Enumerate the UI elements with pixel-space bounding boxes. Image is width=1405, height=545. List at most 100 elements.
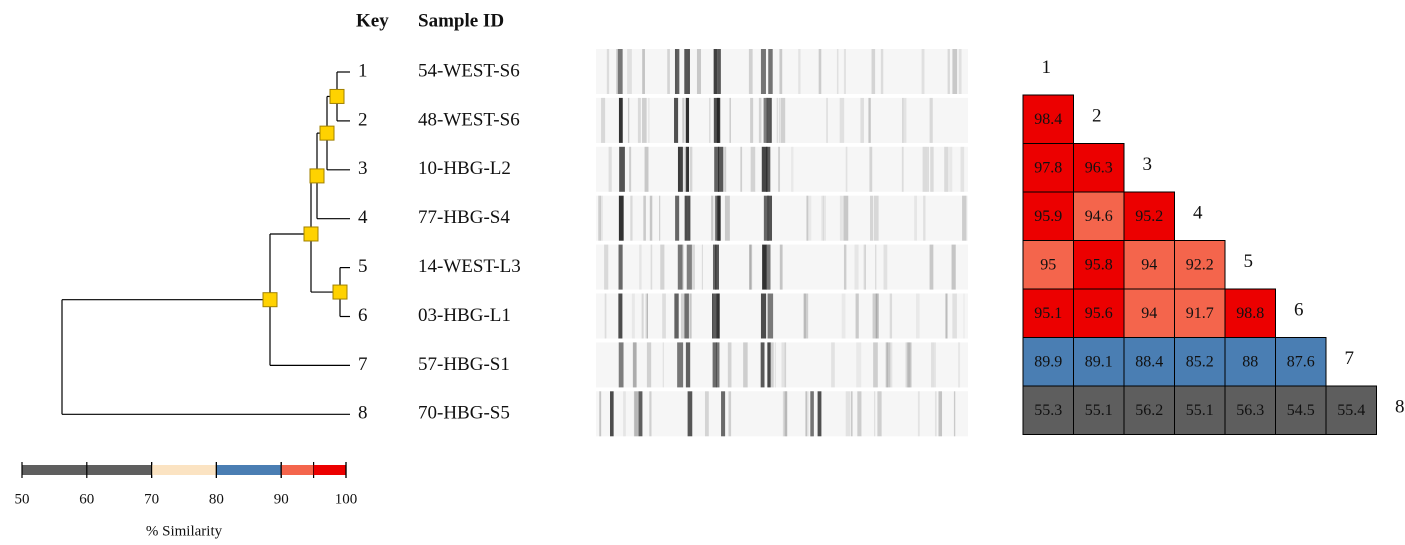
gel-band <box>717 98 720 143</box>
gel-band <box>902 98 906 143</box>
gel-band <box>647 342 651 387</box>
gel-band <box>931 342 934 387</box>
cell-value: 95 <box>1040 256 1056 273</box>
sample-id: 10-HBG-L2 <box>418 158 511 179</box>
cell-value: 95.6 <box>1085 305 1113 322</box>
gel-band <box>768 294 774 339</box>
gel-band <box>599 391 601 436</box>
cell-value: 88 <box>1242 353 1258 370</box>
tick-label: 100 <box>335 491 358 507</box>
gel-band <box>766 147 770 192</box>
gel-band <box>874 391 875 436</box>
matrix-label: 3 <box>1143 154 1153 175</box>
cell-value: 92.2 <box>1186 256 1214 273</box>
gel-band <box>777 98 778 143</box>
gel-band <box>803 294 805 339</box>
cell-value: 56.3 <box>1236 402 1264 419</box>
scale-band <box>314 465 346 475</box>
gel-band <box>759 98 762 143</box>
matrix-label: 7 <box>1345 348 1355 369</box>
gel-band <box>922 49 925 94</box>
gel-band <box>715 245 719 290</box>
gel-band <box>639 245 641 290</box>
gel-band <box>958 342 960 387</box>
gel-band <box>697 49 701 94</box>
cell-value: 98.4 <box>1034 111 1062 128</box>
gel-band <box>609 147 612 192</box>
gel-band <box>662 294 666 339</box>
gel-band <box>619 147 625 192</box>
gel-band <box>633 342 637 387</box>
gel-band <box>874 196 879 241</box>
node-marker <box>333 285 347 299</box>
gel-band <box>771 342 774 387</box>
sample-id: 14-WEST-L3 <box>418 256 521 277</box>
gel-band <box>961 147 965 192</box>
gel-band <box>873 294 877 339</box>
tick-label: 60 <box>79 491 94 507</box>
gel-band <box>934 342 935 387</box>
cell-value: 94 <box>1141 256 1157 273</box>
gel-band <box>680 147 683 192</box>
gel-band <box>948 49 950 94</box>
gel-band <box>740 147 742 192</box>
gel-lanes <box>596 49 968 436</box>
gel-band <box>826 98 827 143</box>
cell-value: 95.1 <box>1034 305 1062 322</box>
figure: Key Sample ID % Similarity 154-WEST-S624… <box>0 0 1405 545</box>
scale-band <box>281 465 313 475</box>
gel-band <box>907 342 911 387</box>
gel-band <box>952 245 956 290</box>
gel-band <box>856 342 861 387</box>
gel-band <box>810 391 812 436</box>
gel-band <box>761 294 766 339</box>
cell-value: 56.2 <box>1135 402 1163 419</box>
gel-band <box>643 196 646 241</box>
gel-band <box>914 196 917 241</box>
gel-band <box>718 147 723 192</box>
cell-value: 94 <box>1141 305 1157 322</box>
sample-key: 6 <box>358 305 368 326</box>
gel-band <box>630 196 632 241</box>
gel-lane <box>596 391 968 436</box>
gel-band <box>946 294 947 339</box>
gel-band <box>650 196 653 241</box>
gel-band <box>856 294 859 339</box>
gel-band <box>677 342 683 387</box>
gel-band <box>768 49 772 94</box>
gel-band <box>819 49 822 94</box>
gel-band <box>930 245 934 290</box>
dendrogram <box>62 72 350 414</box>
gel-band <box>619 342 624 387</box>
cell-value: 55.1 <box>1085 402 1113 419</box>
gel-band <box>711 196 714 241</box>
gel-band <box>831 342 835 387</box>
gel-band <box>619 245 623 290</box>
cell-value: 95.2 <box>1135 208 1163 225</box>
gel-band <box>714 49 718 94</box>
gel-band <box>683 147 687 192</box>
tick-label: 50 <box>15 491 30 507</box>
sample-key: 1 <box>358 60 368 81</box>
cell-value: 55.4 <box>1337 402 1365 419</box>
gel-band <box>918 391 920 436</box>
node-marker <box>320 126 334 140</box>
gel-band <box>863 245 865 290</box>
gel-band <box>807 196 812 241</box>
gel-band <box>686 342 690 387</box>
gel-band <box>952 49 957 94</box>
gel-band <box>781 98 786 143</box>
gel-band <box>705 391 709 436</box>
sample-id: 70-HBG-S5 <box>418 403 510 424</box>
gel-band <box>632 294 635 339</box>
gel-band <box>884 245 888 290</box>
gel-band <box>628 98 629 143</box>
gel-band <box>688 391 693 436</box>
node-marker <box>330 89 344 103</box>
gel-band <box>877 391 881 436</box>
gel-band <box>844 245 846 290</box>
gel-band <box>607 49 609 94</box>
cell-value: 89.9 <box>1034 353 1062 370</box>
gel-band <box>725 196 730 241</box>
gel-band <box>702 245 703 290</box>
